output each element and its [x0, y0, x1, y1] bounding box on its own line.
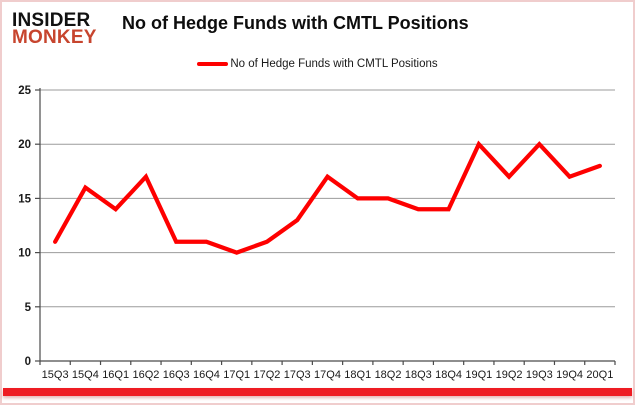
x-tick-label: 19Q1 [465, 369, 492, 381]
x-tick-label: 18Q2 [375, 369, 402, 381]
y-tick-label: 25 [18, 85, 31, 97]
series-line [53, 140, 602, 255]
header: INSIDER MONKEY No of Hedge Funds with CM… [12, 10, 627, 49]
logo-line-insider: INSIDER [12, 10, 91, 31]
legend-label: No of Hedge Funds with CMTL Positions [230, 58, 438, 70]
x-tick-label: 19Q4 [556, 369, 583, 381]
y-tick-label: 5 [25, 302, 32, 314]
y-tick-label: 15 [18, 193, 31, 205]
logo-line-monkey: MONKEY [12, 27, 97, 49]
x-tick-label: 19Q3 [526, 369, 553, 381]
x-tick-label: 16Q3 [163, 369, 190, 381]
x-tick-label: 18Q3 [405, 369, 432, 381]
y-tick-label: 20 [18, 139, 31, 151]
bottom-red-bar [3, 388, 632, 396]
x-tick-label: 16Q1 [102, 369, 129, 381]
y-tick-label: 10 [18, 248, 31, 260]
x-tick-label: 15Q4 [72, 369, 99, 381]
x-tick-label: 18Q1 [344, 369, 371, 381]
x-tick-label: 20Q1 [586, 369, 613, 381]
x-tick-label: 17Q1 [223, 369, 250, 381]
x-tick-label: 18Q4 [435, 369, 462, 381]
x-tick-label: 16Q4 [193, 369, 220, 381]
chart-title: No of Hedge Funds with CMTL Positions [122, 13, 469, 33]
line-chart: 0 5 10 15 20 25 15Q3 15Q4 16Q1 16Q2 16Q3 16Q4 17Q1 17… [18, 85, 616, 381]
x-tick-label: 15Q3 [42, 369, 69, 381]
x-tick-label: 17Q2 [254, 369, 281, 381]
y-tick-label: 0 [25, 356, 31, 368]
x-tick-label: 16Q2 [132, 369, 159, 381]
insider-monkey-logo: INSIDER MONKEY [12, 10, 116, 49]
x-tick-label: 17Q3 [284, 369, 311, 381]
x-tick-label: 17Q4 [314, 369, 341, 381]
legend: No of Hedge Funds with CMTL Positions [2, 58, 633, 70]
x-tick-label: 19Q2 [496, 369, 523, 381]
legend-line-swatch [197, 62, 229, 66]
